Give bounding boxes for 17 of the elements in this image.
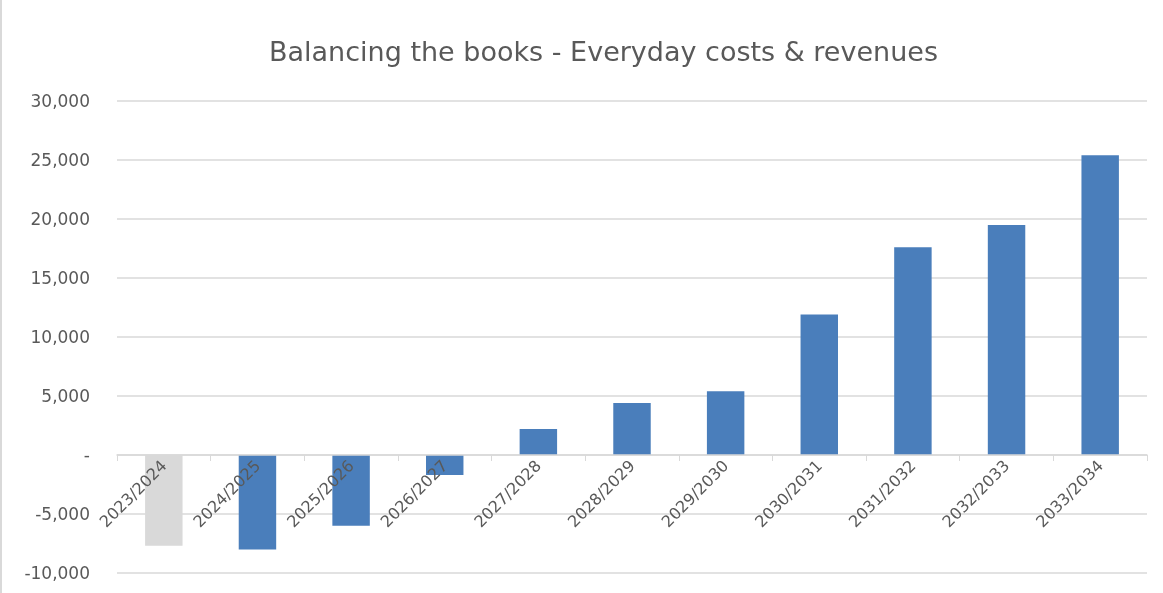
y-tick-label: 30,000 bbox=[30, 91, 90, 111]
bar bbox=[706, 391, 745, 455]
y-tick-label: 5,000 bbox=[41, 386, 90, 406]
y-tick-label: 10,000 bbox=[30, 327, 90, 347]
y-tick-label: 20,000 bbox=[30, 209, 90, 229]
bar bbox=[800, 314, 838, 455]
bar bbox=[1081, 155, 1119, 455]
chart-title: Balancing the books - Everyday costs & revenues bbox=[269, 36, 938, 67]
bar bbox=[894, 247, 932, 455]
y-tick-label: -5,000 bbox=[35, 504, 90, 524]
bar bbox=[613, 403, 651, 455]
bar bbox=[519, 429, 558, 455]
bar bbox=[987, 224, 1026, 455]
y-tick-label: 25,000 bbox=[30, 150, 90, 170]
y-tick-label: - bbox=[83, 445, 90, 465]
y-tick-label: -10,000 bbox=[24, 563, 90, 583]
y-tick-label: 15,000 bbox=[30, 268, 90, 288]
